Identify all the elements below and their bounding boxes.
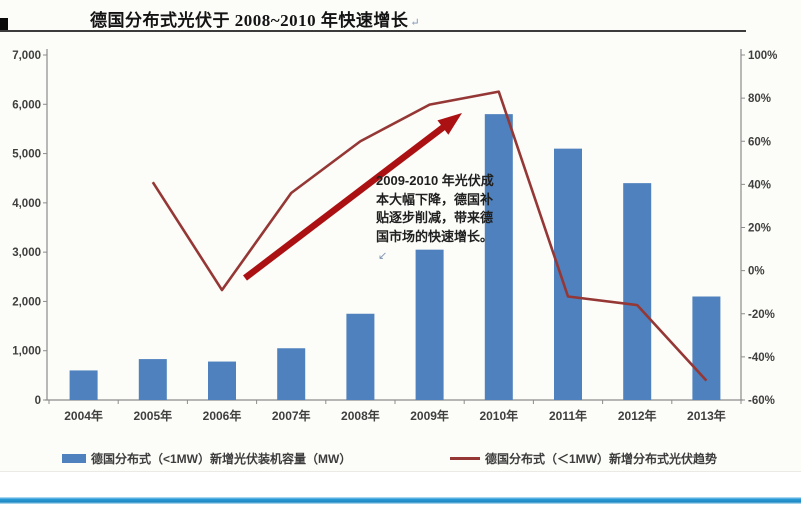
x-axis-category-label: 2008年 bbox=[341, 408, 380, 423]
paragraph-return-mark: ↵ bbox=[410, 17, 421, 29]
right-axis-tick-label: -60% bbox=[748, 395, 775, 407]
bar-2007年 bbox=[277, 348, 306, 400]
bar-2006年 bbox=[208, 361, 236, 400]
bar-2010年 bbox=[484, 114, 513, 401]
growth-arrow-shaft bbox=[243, 122, 449, 281]
blue-divider-rule bbox=[0, 497, 801, 504]
left-axis-tick-label: 3,000 bbox=[12, 247, 41, 259]
x-axis-category-label: 2011年 bbox=[549, 408, 587, 423]
right-axis-tick-label: -20% bbox=[748, 309, 775, 321]
left-axis-tick-label: 2,000 bbox=[12, 296, 41, 308]
legend-item-capacity: 德国分布式（<1MW）新增光伏装机容量（MW） bbox=[62, 450, 351, 467]
bar-2012年 bbox=[623, 183, 652, 400]
left-axis-tick-label: 0 bbox=[35, 395, 41, 407]
x-axis-category-label: 2005年 bbox=[133, 408, 172, 423]
x-axis-category-label: 2009年 bbox=[410, 408, 449, 423]
left-axis-tick-label: 1,000 bbox=[12, 346, 41, 358]
right-axis-tick-label: 0% bbox=[748, 266, 765, 278]
right-axis-tick-label: -40% bbox=[748, 352, 775, 364]
growth-arrow-head-icon bbox=[437, 113, 462, 135]
bar-2005年 bbox=[138, 359, 167, 400]
legend-item-trend: 德国分布式（＜1MW）新增分布式光伏趋势 bbox=[450, 450, 717, 467]
figure-bottom-edge bbox=[0, 471, 801, 472]
right-axis-tick-label: 80% bbox=[748, 93, 771, 105]
chart-figure: 德国分布式光伏于 2008~2010 年快速增长 ↵ 0 1,000 2,000 3,0… bbox=[0, 6, 801, 470]
bar-2004年 bbox=[69, 370, 98, 400]
bar-2011年 bbox=[554, 148, 582, 400]
corner-block bbox=[0, 18, 8, 31]
bar-2013年 bbox=[692, 296, 721, 400]
x-axis-category-label: 2013年 bbox=[687, 408, 726, 423]
x-axis-category-label: 2007年 bbox=[272, 408, 311, 423]
left-axis-tick-label: 7,000 bbox=[12, 50, 41, 62]
annotation-textbox: 2009-2010 年光伏成本大幅下降，德国补贴逐步削减，带来德国市场的快速增长… bbox=[376, 172, 504, 266]
annotation-text: 2009-2010 年光伏成本大幅下降，德国补贴逐步削减，带来德国市场的快速增长… bbox=[376, 173, 494, 244]
right-axis-tick-label: 100% bbox=[748, 50, 777, 62]
trend-line bbox=[151, 90, 708, 382]
bar-2009年 bbox=[415, 249, 444, 400]
legend-label-capacity: 德国分布式（<1MW）新增光伏装机容量（MW） bbox=[91, 452, 352, 466]
left-axis-tick-label: 4,000 bbox=[12, 198, 41, 210]
bar-2008年 bbox=[346, 313, 375, 400]
left-axis-tick-label: 5,000 bbox=[12, 149, 41, 161]
chart-title-text: 德国分布式光伏于 2008~2010 年快速增长 bbox=[90, 11, 409, 30]
x-axis-category-label: 2010年 bbox=[479, 408, 518, 423]
legend-label-trend: 德国分布式（＜1MW）新增分布式光伏趋势 bbox=[485, 452, 717, 466]
legend-bar-swatch-icon bbox=[62, 454, 86, 463]
right-axis-tick-label: 20% bbox=[748, 223, 771, 235]
annotation-return-mark: ↙ bbox=[378, 250, 388, 262]
title-underline bbox=[0, 30, 746, 32]
x-axis-category-label: 2012年 bbox=[618, 408, 657, 423]
x-axis-category-label: 2004年 bbox=[64, 408, 103, 423]
x-axis-category-label: 2006年 bbox=[203, 408, 242, 423]
right-axis-tick-label: 40% bbox=[748, 179, 771, 191]
chart-title: 德国分布式光伏于 2008~2010 年快速增长 ↵ bbox=[90, 6, 650, 31]
legend-line-swatch-icon bbox=[450, 457, 480, 460]
chart-legend: 德国分布式（<1MW）新增光伏装机容量（MW） 德国分布式（＜1MW）新增分布式… bbox=[0, 450, 801, 470]
right-axis-tick-label: 60% bbox=[748, 136, 771, 148]
left-axis-tick-label: 6,000 bbox=[12, 99, 41, 111]
chart-plot-area: 0 1,000 2,000 3,000 4,000 5,000 6,000 7,000 -60%… bbox=[12, 49, 777, 423]
